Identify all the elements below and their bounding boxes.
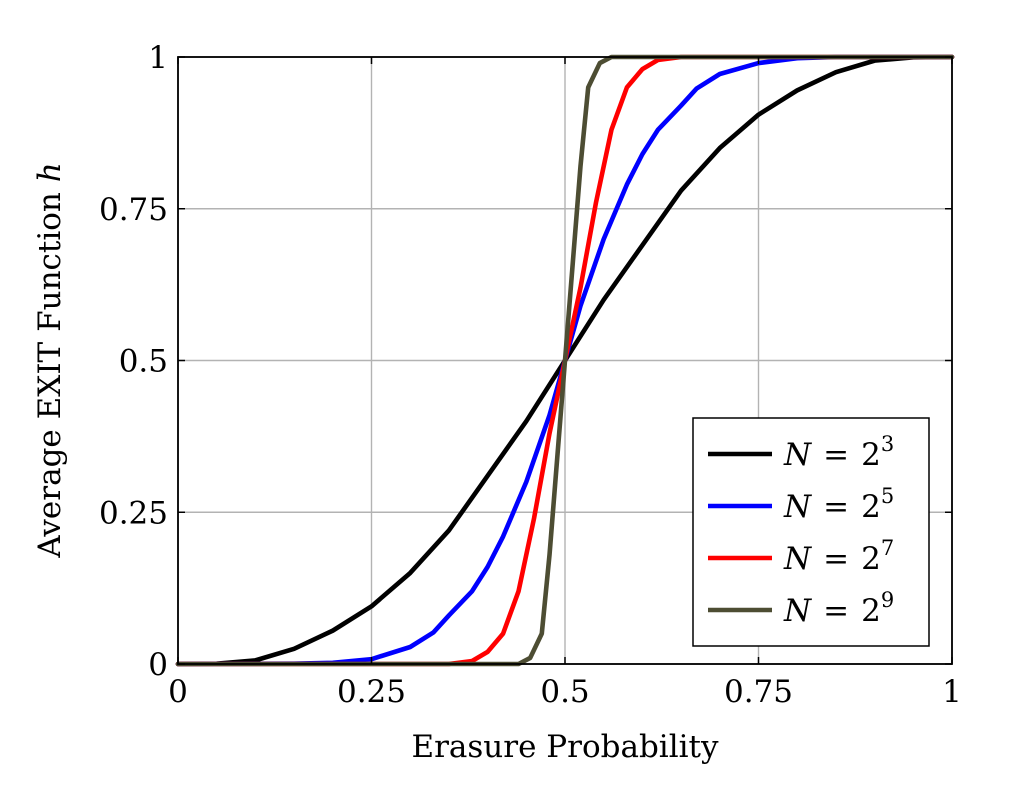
legend: N = 23N = 25N = 27N = 29 <box>692 417 930 647</box>
tick-layer: 0 0.25 0.5 0.75 1 0 0.25 0.5 0.75 1 <box>99 40 962 710</box>
x-tick-label: 0 <box>168 674 188 710</box>
legend-label-eq: = <box>823 593 849 629</box>
y-tick-label: 0.5 <box>119 344 168 380</box>
series-line-4 <box>175 54 955 667</box>
legend-label-eq: = <box>823 541 849 577</box>
legend-label-base: 2 <box>861 593 881 629</box>
y-axis-title-symbol: h <box>32 162 68 182</box>
legend-label-base: 2 <box>861 541 881 577</box>
x-tick-label: 1 <box>942 674 962 710</box>
legend-label-var: N <box>783 593 813 629</box>
legend-label-base: 2 <box>861 437 881 473</box>
legend-label-base: 2 <box>861 489 881 525</box>
legend-label-exponent: 3 <box>881 432 894 456</box>
x-tick-label: 0.5 <box>540 674 589 710</box>
y-tick-label: 0 <box>148 647 168 683</box>
legend-label-var: N <box>783 489 813 525</box>
legend-label-var: N <box>783 541 813 577</box>
y-tick-label: 1 <box>148 40 168 76</box>
series-layer <box>175 54 955 667</box>
legend-label-1: N = 23 <box>783 432 894 473</box>
x-tick-label: 0.75 <box>724 674 793 710</box>
legend-label-3: N = 27 <box>783 536 894 577</box>
x-tick-label: 0.25 <box>337 674 406 710</box>
legend-label-eq: = <box>823 437 849 473</box>
legend-entries: N = 23N = 25N = 27N = 29 <box>708 432 894 629</box>
legend-label-exponent: 7 <box>881 536 894 560</box>
legend-label-exponent: 9 <box>881 588 894 612</box>
y-axis-title-text: Average EXIT Function <box>32 192 68 559</box>
legend-label-exponent: 5 <box>881 484 894 508</box>
legend-label-2: N = 25 <box>783 484 894 525</box>
legend-label-4: N = 29 <box>783 588 894 629</box>
y-tick-label: 0.25 <box>99 495 168 531</box>
y-tick-label: 0.75 <box>99 192 168 228</box>
y-axis-title: Average EXIT Function h <box>32 162 68 558</box>
legend-label-eq: = <box>823 489 849 525</box>
legend-label-var: N <box>783 437 813 473</box>
x-axis-title: Erasure Probability <box>411 729 719 765</box>
